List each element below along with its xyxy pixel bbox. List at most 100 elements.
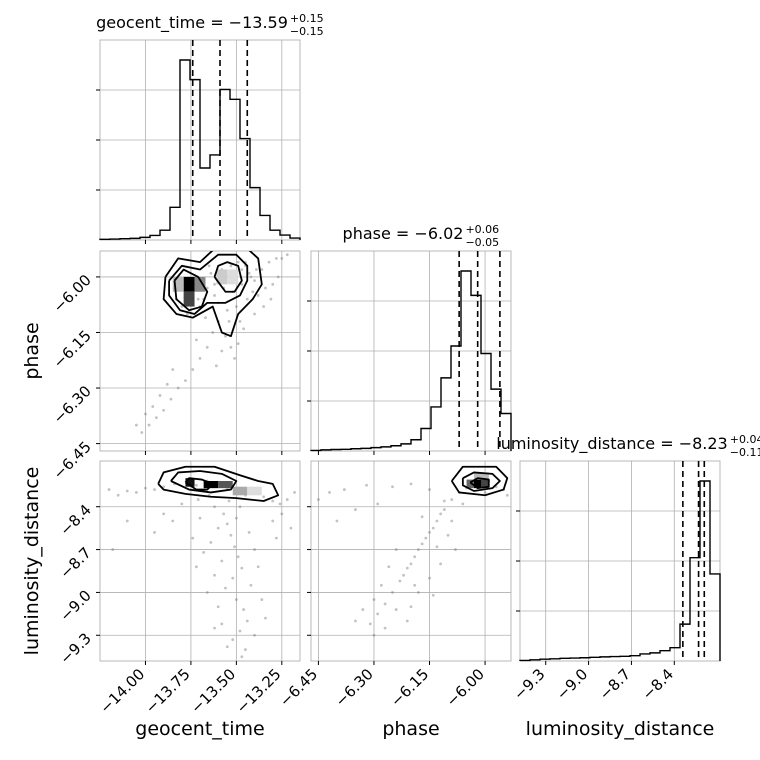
scatter-point xyxy=(354,619,357,623)
scatter-point xyxy=(269,297,273,301)
scatter-point xyxy=(220,349,224,353)
scatter-point xyxy=(420,515,424,519)
scatter-point xyxy=(405,619,409,623)
x-tick-label: −6.45 xyxy=(276,665,321,710)
scatter-point xyxy=(233,357,236,360)
density-cell xyxy=(183,291,195,307)
scatter-point xyxy=(151,405,155,408)
scatter-point xyxy=(439,562,443,566)
scatter-point xyxy=(209,541,213,544)
scatter-point xyxy=(450,498,454,501)
y-axis-label-luminosity_distance: luminosity_distance xyxy=(21,467,43,656)
scatter-point xyxy=(361,608,365,611)
scatter-point xyxy=(256,565,260,569)
histogram-panel-luminosity_distance: luminosity_distance = −8.23 +0.04−0.11 xyxy=(496,433,760,665)
scatter-point xyxy=(191,368,195,371)
scatter-point xyxy=(196,297,200,301)
scatter-point xyxy=(260,598,264,601)
scatter-point xyxy=(256,294,260,297)
scatter-point xyxy=(185,312,189,316)
scatter-point xyxy=(176,386,180,390)
scatter-point xyxy=(383,626,387,630)
scatter-point xyxy=(264,616,267,620)
scatter-point xyxy=(376,612,380,616)
scatter-point xyxy=(260,268,264,271)
scatter-point xyxy=(225,645,229,649)
scatter-point xyxy=(398,579,402,583)
scatter-point xyxy=(249,583,253,587)
scatter-point xyxy=(205,591,209,594)
x-tick-label: −6.30 xyxy=(332,665,377,710)
scatter-point xyxy=(372,598,376,601)
scatter-point xyxy=(171,519,175,523)
scatter-point xyxy=(194,338,198,342)
scatter-point xyxy=(383,602,387,606)
scatter-point xyxy=(191,536,195,540)
scatter-point xyxy=(335,519,339,523)
scatter-point xyxy=(111,548,115,551)
scatter-point xyxy=(116,493,120,497)
density-cell xyxy=(473,479,482,489)
scatter-point xyxy=(147,423,151,427)
scatter-panel-phase-luminosity_distance xyxy=(307,460,512,665)
scatter-point xyxy=(394,608,398,611)
density-cell xyxy=(194,276,206,292)
scatter-point xyxy=(154,416,158,420)
scatter-point xyxy=(431,593,435,597)
scatter-point xyxy=(271,519,275,523)
scatter-point xyxy=(483,491,487,494)
scatter-point xyxy=(222,512,226,516)
contour-line xyxy=(157,465,280,502)
scatter-point xyxy=(285,253,289,257)
scatter-point xyxy=(368,622,372,626)
scatter-point xyxy=(262,495,266,499)
scatter-point xyxy=(240,282,244,286)
scatter-point xyxy=(234,598,238,601)
histogram-step-phase xyxy=(310,270,512,452)
scatter-point xyxy=(402,573,405,577)
scatter-point xyxy=(264,286,267,290)
scatter-point xyxy=(342,488,346,491)
scatter-point xyxy=(165,382,169,386)
scatter-point xyxy=(213,282,216,286)
title-upper-error: +0.15 xyxy=(290,12,324,25)
histogram-step-geocent_time xyxy=(99,59,301,241)
y-tick-label: −9.3 xyxy=(56,629,94,667)
scatter-point xyxy=(253,312,256,316)
y-tick-label: −8.4 xyxy=(56,501,94,539)
x-tick-label: −13.25 xyxy=(233,665,285,717)
title-upper-error: +0.06 xyxy=(465,223,499,236)
scatter-point xyxy=(169,397,173,401)
scatter-point xyxy=(354,508,357,511)
panel-title-phase: phase = −6.02 xyxy=(343,224,464,243)
panel-content xyxy=(317,465,509,637)
scatter-point xyxy=(428,531,431,534)
scatter-point xyxy=(245,619,249,623)
scatter-point xyxy=(171,368,175,371)
scatter-point xyxy=(180,305,184,308)
scatter-point xyxy=(220,559,224,563)
scatter-point xyxy=(107,488,111,491)
scatter-panel-geocent_time-luminosity_distance xyxy=(96,460,301,665)
scatter-point xyxy=(454,548,457,551)
scatter-point xyxy=(409,605,413,609)
scatter-point xyxy=(162,512,166,516)
panel-title-luminosity_distance: luminosity_distance = −8.23 xyxy=(496,434,727,454)
scatter-point xyxy=(234,516,238,520)
scatter-point xyxy=(202,551,206,554)
scatter-point xyxy=(242,327,246,331)
scatter-point xyxy=(394,548,398,551)
scatter-point xyxy=(435,545,439,549)
scatter-point xyxy=(280,257,284,260)
scatter-point xyxy=(184,379,187,383)
scatter-point xyxy=(247,271,251,275)
scatter-point xyxy=(249,275,253,279)
y-tick-label: −6.00 xyxy=(50,271,95,316)
scatter-point xyxy=(144,486,147,490)
scatter-point xyxy=(289,526,293,530)
scatter-point xyxy=(254,268,258,271)
scatter-point xyxy=(225,308,229,312)
scatter-point xyxy=(293,491,296,494)
x-tick-label: −6.15 xyxy=(387,665,432,710)
scatter-point xyxy=(144,412,147,416)
